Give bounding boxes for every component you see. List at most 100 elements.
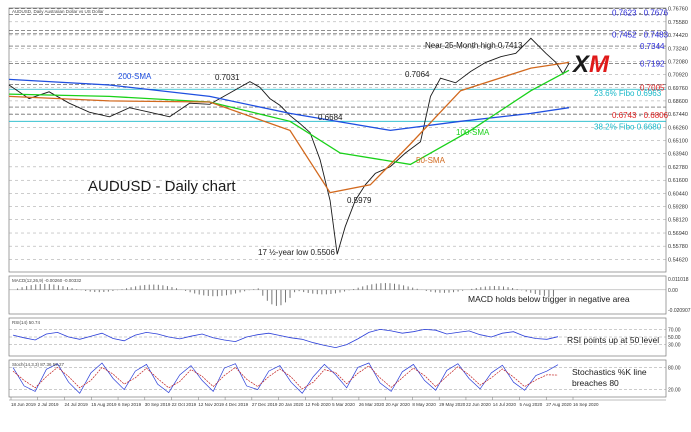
price-axis-tick: 0.59280 [668,205,688,211]
time-axis-label: 27 Aug 2020 [546,402,572,407]
price-axis-tick: 0.60440 [668,191,688,197]
price-annotation: 100-SMA [456,128,490,137]
time-axis-label: 14 Jul 2020 [493,402,517,407]
price-annotation: 0.7064 [405,70,430,79]
price-axis-tick: 0.55780 [668,244,688,250]
macd-axis-tick: -0.020907 [668,308,691,314]
resistance-label-top: 0.7623 - 0.7676 [612,8,669,17]
time-axis-label: 15 Aug 2019 [91,402,117,407]
stoch-axis-tick: 20.00 [668,388,681,394]
time-axis-label: 22 Jun 2020 [466,402,491,407]
price-axis-tick: 0.63940 [668,152,688,158]
rsi-axis-tick: 50.00 [668,335,681,341]
panel-frame-macd [8,275,667,315]
rsi-axis-tick: 30.00 [668,343,681,349]
stoch-header: Stoch(14,3,3) 87.36 59.27 [12,362,65,367]
price-label-current: 0.7192 [640,59,665,68]
sma-line-200-sma [8,78,570,132]
resistance-label-upper: 0.7452 - 0.7483 [612,30,669,39]
stoch-d-line [12,365,559,390]
time-axis-label: 8 May 2020 [412,402,436,407]
rsi-axis-tick: 70.00 [668,327,681,333]
time-axis-label: 30 Sep 2019 [145,402,171,407]
stoch-k-line [12,362,559,394]
time-axis-label: 6 Sep 2019 [118,402,142,407]
support-label-upper: 0.7005 [640,83,665,92]
rsi-header: RSI(14) 50.74 [12,320,41,325]
panel-frame-stoch [8,359,667,398]
level-value: 0.7483 [644,30,669,39]
price-axis-tick: 0.76760 [668,6,688,12]
price-axis-tick: 0.68600 [668,99,688,105]
rsi-line [12,328,559,349]
price-axis-tick: 0.75580 [668,20,688,26]
price-annotation: 200-SMA [118,72,152,81]
price-annotation: 0.5979 [347,196,372,205]
price-axis-tick: 0.56940 [668,231,688,237]
time-axis-label: 12 Feb 2020 [305,402,331,407]
level-value: 0.7676 [644,8,669,17]
level-value: 0.6743 [612,111,637,120]
panel-frame-price [8,7,667,273]
time-axis-label: 27 Dec 2019 [252,402,278,407]
price-axis-tick: 0.66260 [668,125,688,131]
time-axis-label: 29 May 2020 [439,402,466,407]
sma-line-50-sma [8,61,570,194]
price-axis-tick: 0.61600 [668,178,688,184]
macd-axis-tick: 0.011018 [668,277,689,283]
price-axis-tick: 0.62780 [668,165,688,171]
time-axis-label: 18 Jun 2019 [11,402,36,407]
stoch-axis-tick: 80.00 [668,365,681,371]
price-annotation: Near 25-Month high 0.7413 [425,41,523,50]
xm-logo-x: X [571,51,591,78]
level-value: 0.7452 [612,30,637,39]
time-axis-label: 5 Aug 2020 [519,402,542,407]
fibo-label-236: 23.6% Fibo 0.6963 [594,89,662,98]
macd-annotation: MACD holds below trigger in negative are… [468,294,630,304]
time-axis-label: 20 Apr 2020 [386,402,411,407]
stoch-annotation-line2: breaches 80 [572,378,619,388]
support-label-lower: 0.6743 - 0.6806 [612,111,669,120]
time-axis-label: 4 Dec 2019 [225,402,249,407]
price-axis-tick: 0.67440 [668,112,688,118]
fibo-label-382: 38.2% Fibo 0.6680 [594,122,662,131]
macd-axis-tick: 0.00 [668,288,678,294]
price-axis-tick: 0.69760 [668,86,688,92]
stoch-annotation-line1: Stochastics %K line [572,367,647,377]
price-panel-header: AUDUSD, Daily Australian Dollar vs US Do… [12,9,104,14]
macd-header: MACD(12,26,9) -0.00260 -0.00332 [12,278,82,283]
price-line [8,37,570,255]
level-value: 0.6806 [644,111,669,120]
time-axis-label: 12 Nov 2019 [198,402,224,407]
price-annotation: 17 ½-year low 0.5506 [258,248,335,257]
price-axis-tick: 0.54620 [668,257,688,263]
price-annotation: 0.6684 [318,113,343,122]
time-axis-label: 26 Mar 2020 [359,402,385,407]
time-axis-label: 24 Jul 2019 [65,402,89,407]
time-axis-label: 2 Jul 2019 [38,402,59,407]
level-separator: - [636,8,643,17]
price-axis-tick: 0.74420 [668,33,688,39]
price-axis-tick: 0.70920 [668,73,688,79]
xm-logo: XM [571,51,610,78]
time-axis-label: 5 Mar 2020 [332,402,355,407]
rsi-annotation: RSI points up at 50 level [567,335,659,345]
price-axis-tick: 0.72080 [668,59,688,65]
time-axis-label: 16 Sep 2020 [573,402,599,407]
price-axis-tick: 0.65100 [668,139,688,145]
time-axis-label: 22 Oct 2019 [172,402,197,407]
chart-title: AUDUSD - Daily chart [88,178,236,195]
level-separator: - [636,30,643,39]
level-value: 0.7623 [612,8,637,17]
resistance-label-mid: 0.7344 [640,42,665,51]
price-axis-tick: 0.73240 [668,46,688,52]
price-annotation: 50-SMA [416,156,446,165]
price-annotation: 0.7031 [215,73,240,82]
time-axis-label: 20 Jan 2020 [279,402,304,407]
xm-logo-m: M [589,51,610,78]
sma-line-100-sma [8,69,570,166]
price-axis-tick: 0.58120 [668,218,688,224]
level-separator: - [636,111,643,120]
